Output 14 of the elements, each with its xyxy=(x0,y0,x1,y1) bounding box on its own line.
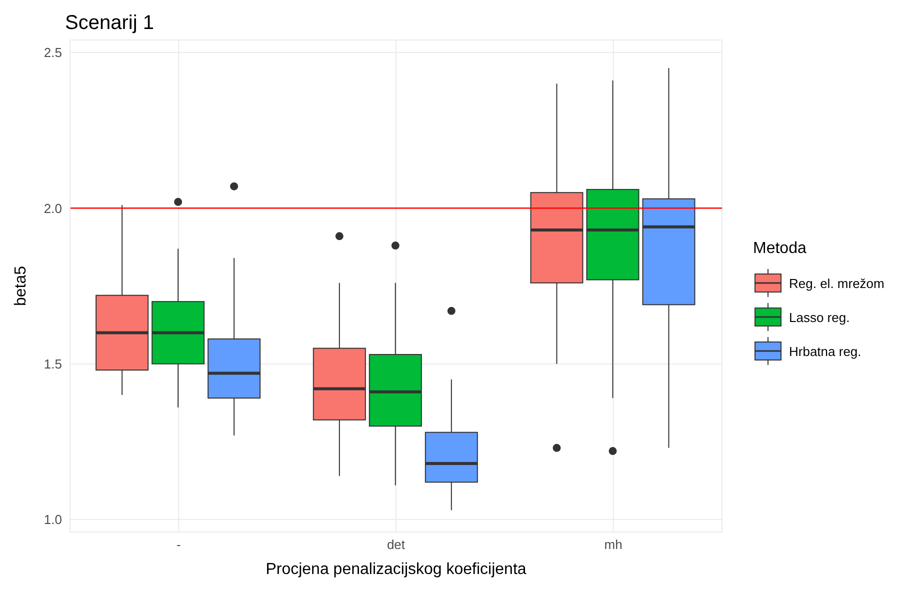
y-tick-label: 1.0 xyxy=(44,512,62,528)
chart-title: Scenarij 1 xyxy=(65,12,154,35)
legend-label: Hrbatna reg. xyxy=(789,344,862,358)
y-axis-title: beta5 xyxy=(12,266,30,306)
y-tick-label: 1.5 xyxy=(44,356,62,372)
x-tick-label: - xyxy=(176,537,181,552)
x-tick-label: mh xyxy=(604,537,622,552)
x-tick-label: det xyxy=(386,537,406,552)
y-tick-label: 2.0 xyxy=(44,200,62,216)
y-tick-label: 2.5 xyxy=(44,45,62,60)
legend-label: Lasso reg. xyxy=(789,310,850,324)
x-axis-title: Procjena penalizacijskog koeficijenta xyxy=(266,561,526,578)
legend-label: Reg. el. mrežom xyxy=(789,276,884,290)
legend-title: Metoda xyxy=(753,240,808,258)
